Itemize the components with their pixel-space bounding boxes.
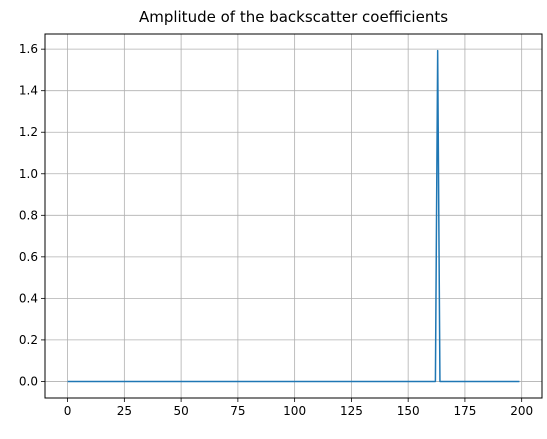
y-tick-label: 0.4 bbox=[19, 291, 38, 305]
y-tick-label: 1.0 bbox=[19, 167, 38, 181]
y-tick-label: 1.6 bbox=[19, 42, 38, 56]
axes-frame bbox=[44, 33, 543, 399]
x-tick-label: 75 bbox=[230, 404, 245, 418]
y-tick-label: 0.2 bbox=[19, 333, 38, 347]
y-tick-label: 0.0 bbox=[19, 374, 38, 388]
y-tick-label: 0.8 bbox=[19, 208, 38, 222]
x-tick-label: 100 bbox=[283, 404, 306, 418]
grid-lines bbox=[45, 34, 542, 398]
x-tick-label: 150 bbox=[397, 404, 420, 418]
series-layer bbox=[67, 49, 520, 383]
chart-title: Amplitude of the backscatter coefficient… bbox=[138, 8, 449, 26]
series-line-amplitude bbox=[67, 49, 520, 383]
x-tick-label: 50 bbox=[173, 404, 188, 418]
x-tick-label: 200 bbox=[510, 404, 533, 418]
x-tick-label: 175 bbox=[453, 404, 476, 418]
y-tick-label: 0.6 bbox=[19, 250, 38, 264]
x-tick-label: 25 bbox=[117, 404, 132, 418]
y-tick-label: 1.4 bbox=[19, 84, 38, 98]
y-tick-label: 1.2 bbox=[19, 125, 38, 139]
y-axis: 0.0 0.2 0.4 0.6 0.8 1.0 1.2 1.4 1.6 bbox=[19, 42, 45, 388]
x-axis: 0 25 50 75 100 125 150 175 200 bbox=[64, 398, 533, 418]
x-tick-label: 125 bbox=[340, 404, 363, 418]
x-tick-label: 0 bbox=[64, 404, 72, 418]
